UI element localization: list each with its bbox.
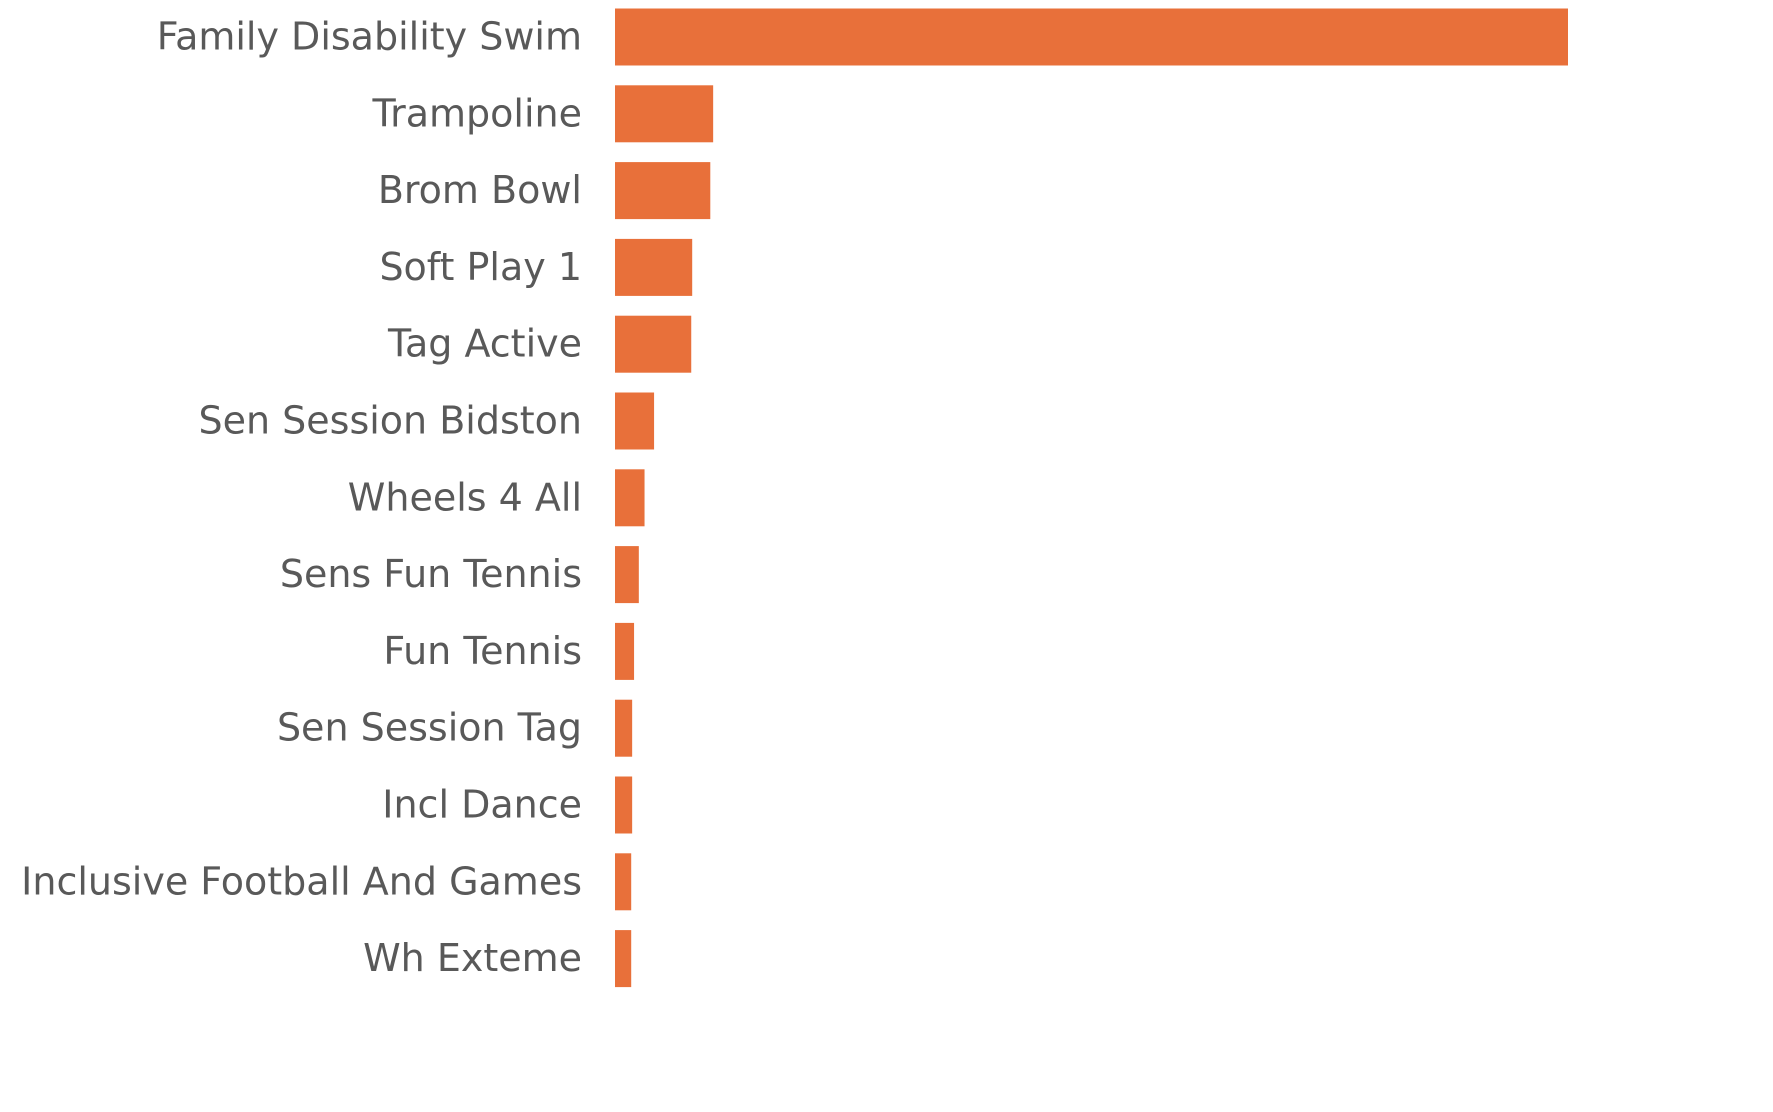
y-tick-label: Sen Session Bidston bbox=[198, 399, 582, 443]
bar bbox=[615, 853, 632, 911]
y-tick-label: Fun Tennis bbox=[383, 629, 582, 673]
bar bbox=[615, 546, 639, 604]
bar bbox=[615, 622, 635, 680]
bar bbox=[615, 8, 1568, 66]
bar bbox=[615, 776, 633, 834]
bar bbox=[615, 699, 633, 757]
bar bbox=[615, 162, 711, 220]
y-tick-label: Brom Bowl bbox=[378, 168, 582, 212]
y-tick-label: Family Disability Swim bbox=[157, 15, 582, 59]
y-tick-label: Incl Dance bbox=[382, 783, 582, 827]
y-tick-label: Wh Exteme bbox=[363, 936, 582, 980]
y-tick-label: Sen Session Tag bbox=[277, 706, 582, 750]
bar bbox=[615, 469, 645, 527]
bar bbox=[615, 392, 655, 450]
y-tick-label: Wheels 4 All bbox=[348, 475, 582, 519]
bar bbox=[615, 238, 693, 296]
y-tick-label: Trampoline bbox=[371, 91, 582, 135]
bar bbox=[615, 315, 692, 373]
bar bbox=[615, 85, 714, 143]
y-tick-label: Tag Active bbox=[387, 322, 582, 366]
y-tick-label: Inclusive Football And Games bbox=[21, 859, 582, 903]
y-tick-label: Soft Play 1 bbox=[379, 245, 582, 289]
y-tick-label: Sens Fun Tennis bbox=[280, 552, 582, 596]
bar bbox=[615, 930, 632, 988]
